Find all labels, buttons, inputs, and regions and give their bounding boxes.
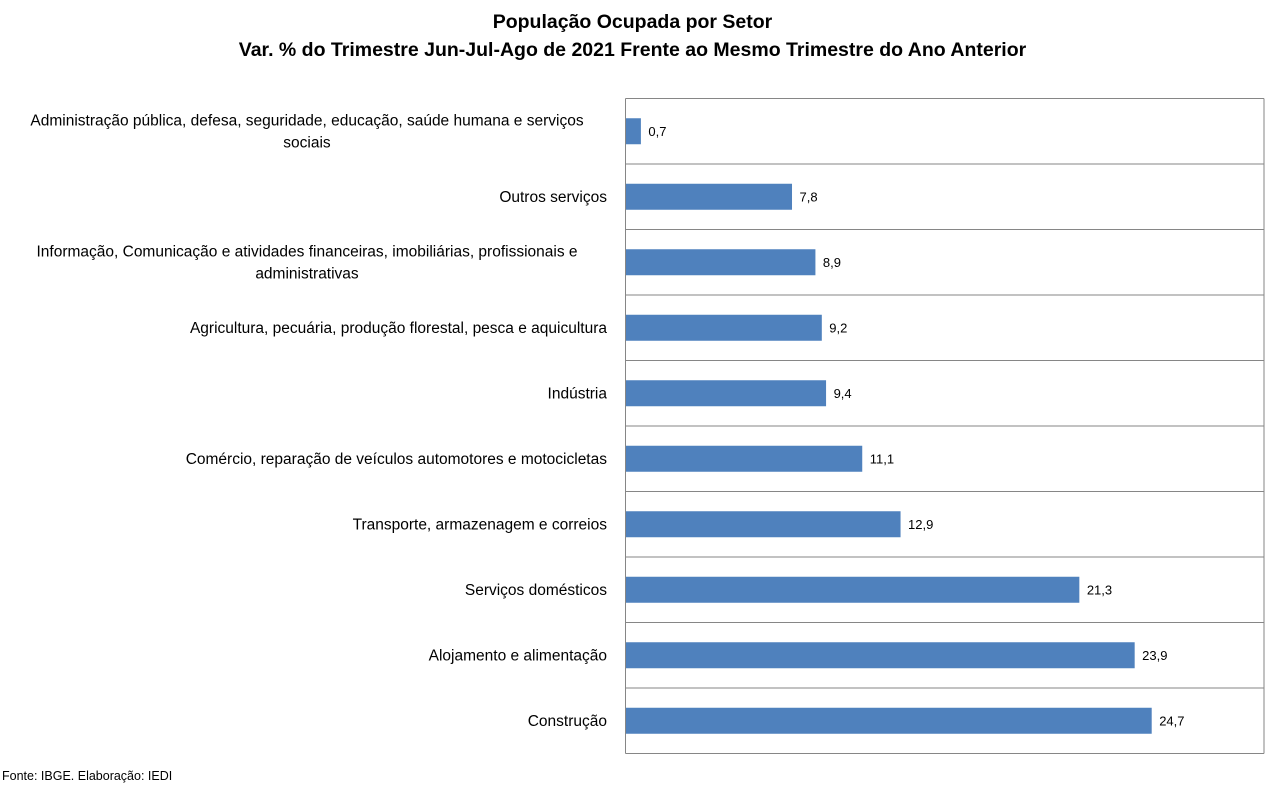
bar	[626, 183, 793, 210]
data-label: 7,8	[800, 189, 818, 204]
data-label: 12,9	[908, 517, 933, 532]
data-label: 11,1	[870, 451, 894, 466]
data-label: 23,9	[1142, 648, 1167, 663]
data-label: 9,4	[834, 386, 852, 401]
category-label: Serviços domésticos	[465, 582, 607, 599]
bar	[626, 249, 816, 276]
category-label: Comércio, reparação de veículos automoto…	[186, 451, 608, 468]
bar	[626, 380, 827, 407]
data-label: 9,2	[829, 320, 847, 335]
data-label: 24,7	[1159, 713, 1184, 728]
category-label: Informação, Comunicação e atividades fin…	[36, 243, 577, 282]
data-label: 8,9	[823, 255, 841, 270]
bar	[626, 445, 863, 472]
bar	[626, 314, 822, 341]
category-label: Alojamento e alimentação	[429, 647, 607, 664]
chart-title-block: População Ocupada por Setor Var. % do Tr…	[0, 8, 1265, 64]
chart-title: População Ocupada por Setor	[492, 11, 773, 33]
data-label: 0,7	[648, 124, 666, 139]
chart-subtitle: Var. % do Trimestre Jun-Jul-Ago de 2021 …	[238, 39, 1027, 61]
category-label: Indústria	[548, 385, 608, 402]
data-label: 21,3	[1087, 582, 1112, 597]
category-label: Agricultura, pecuária, produção floresta…	[190, 320, 607, 337]
bar	[626, 118, 641, 145]
bar	[626, 576, 1080, 603]
category-label: Administração pública, defesa, seguridad…	[30, 112, 583, 151]
bar	[626, 642, 1135, 669]
category-label: Construção	[528, 713, 607, 730]
source-note: Fonte: IBGE. Elaboração: IEDI	[2, 769, 173, 783]
category-label: Transporte, armazenagem e correios	[353, 516, 608, 533]
bar	[626, 511, 901, 538]
bar	[626, 707, 1152, 734]
category-label: Outros serviços	[499, 189, 607, 206]
